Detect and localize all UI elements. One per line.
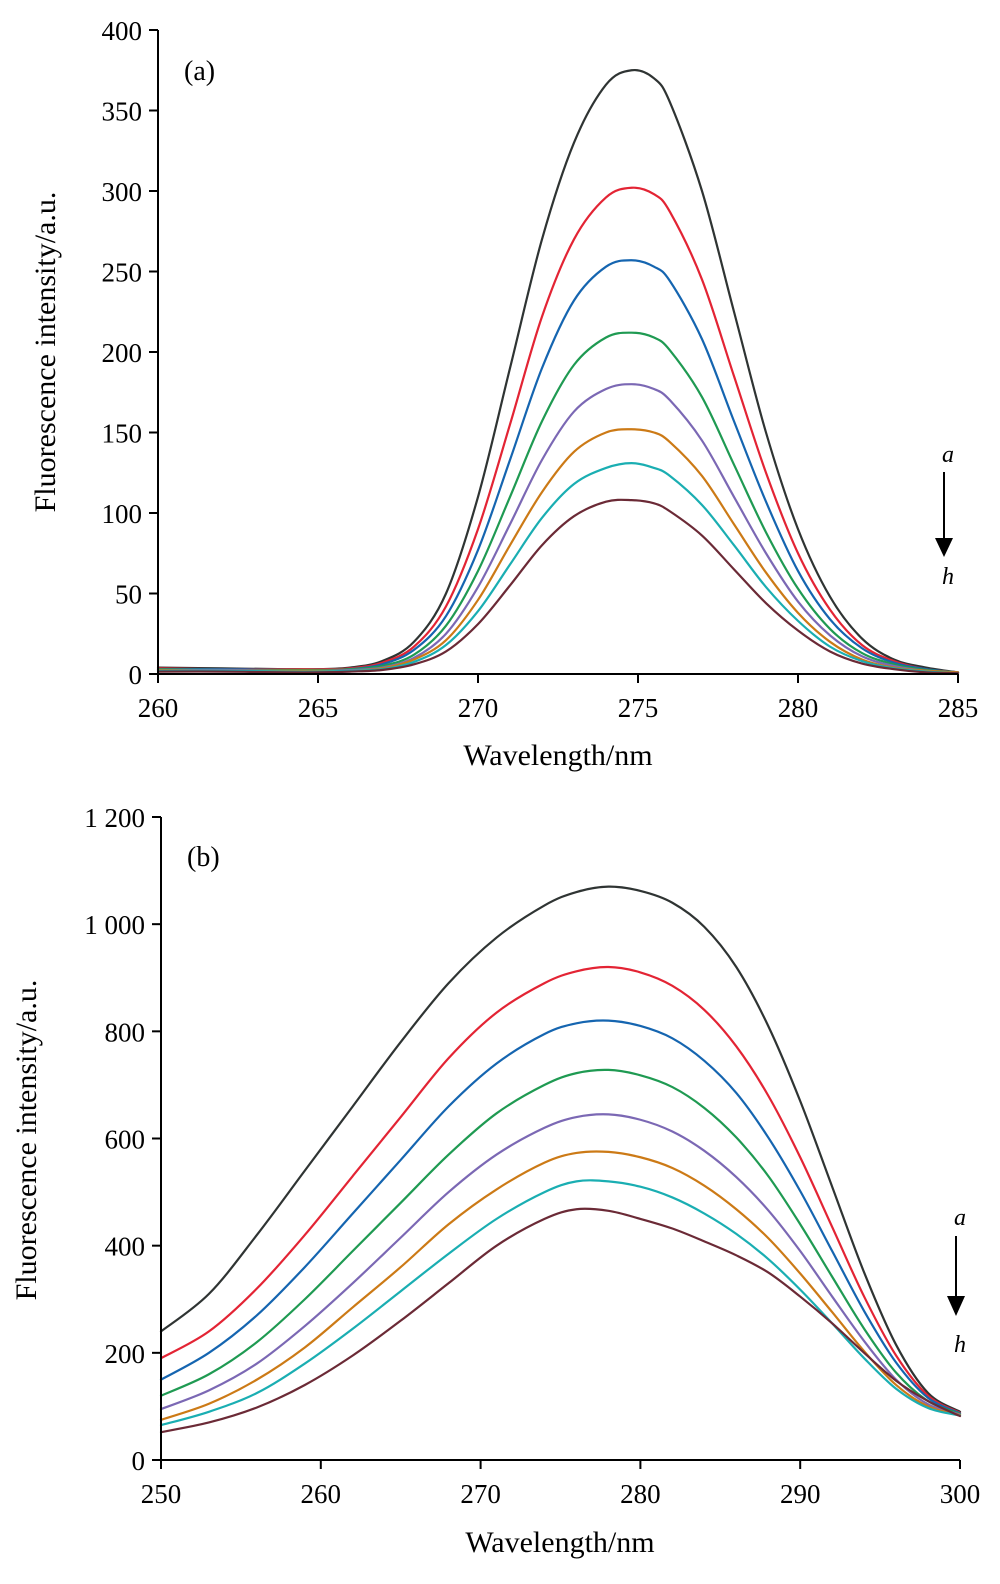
arrow-end-label: h [942,564,954,590]
chart-panel-a: 260 265 270 275 280 285 0 50 100 150 200 250 300 350 4… [29,16,978,772]
arrow-down-icon [935,538,953,557]
series-order-annotation: a h [947,1205,966,1358]
tick-layer: 260 265 270 275 280 285 0 50 100 150 200 250 300 350 4… [102,16,979,723]
series-line-1 [156,68,960,674]
arrow-down-icon [947,1296,965,1316]
x-tick-label: 265 [298,693,339,723]
series-line-2 [156,186,960,674]
series-line-5 [159,1113,962,1416]
y-tick-label: 300 [102,177,143,207]
y-axis-title: Fluorescence intensity/a.u. [10,980,43,1301]
series-line-4 [159,1068,962,1416]
y-tick-label: 400 [105,1232,146,1262]
series-line-1 [159,885,962,1413]
chart-panel-b: 250 260 270 280 290 300 0 200 400 600 800 1 000 1 20… [10,803,980,1559]
x-tick-label: 280 [620,1479,661,1509]
panel-label: (a) [184,56,215,87]
y-axis-title: Fluorescence intensity/a.u. [29,192,62,513]
series-line-8 [159,1207,962,1434]
series-layer [159,885,962,1434]
series-line-3 [159,1019,962,1415]
series-line-2 [159,965,962,1414]
series-line-7 [159,1179,962,1427]
series-order-annotation: a h [935,442,954,590]
y-tick-label: 400 [102,16,143,46]
y-tick-label: 600 [105,1125,146,1155]
y-tick-label: 1 000 [84,910,145,940]
x-tick-label: 275 [618,693,659,723]
x-tick-label: 270 [460,1479,501,1509]
y-tick-label: 50 [115,580,142,610]
series-line-6 [159,1150,962,1421]
series-layer [156,68,960,675]
x-tick-label: 260 [138,693,179,723]
y-tick-label: 250 [102,258,143,288]
arrow-end-label: h [954,1332,966,1358]
y-tick-label: 200 [105,1339,146,1369]
arrow-start-label: a [942,442,954,468]
series-line-8 [156,498,960,675]
y-tick-label: 100 [102,499,143,529]
y-tick-label: 0 [129,660,143,690]
x-tick-label: 270 [458,693,499,723]
y-tick-label: 150 [102,419,143,449]
x-axis-title: Wavelength/nm [463,739,652,772]
x-axis-title: Wavelength/nm [465,1526,654,1559]
x-tick-label: 300 [940,1479,981,1509]
tick-layer: 250 260 270 280 290 300 0 200 400 600 800 1 000 1 20… [84,803,980,1509]
arrow-start-label: a [954,1205,966,1231]
x-tick-label: 260 [301,1479,342,1509]
y-tick-label: 800 [105,1017,146,1047]
y-tick-label: 200 [102,338,143,368]
panel-label: (b) [187,842,220,873]
x-tick-label: 285 [938,693,979,723]
x-tick-label: 250 [141,1479,182,1509]
x-tick-label: 280 [778,693,819,723]
y-tick-label: 350 [102,97,143,127]
x-tick-label: 290 [780,1479,821,1509]
y-tick-label: 1 200 [84,803,145,833]
y-tick-label: 0 [132,1446,146,1476]
